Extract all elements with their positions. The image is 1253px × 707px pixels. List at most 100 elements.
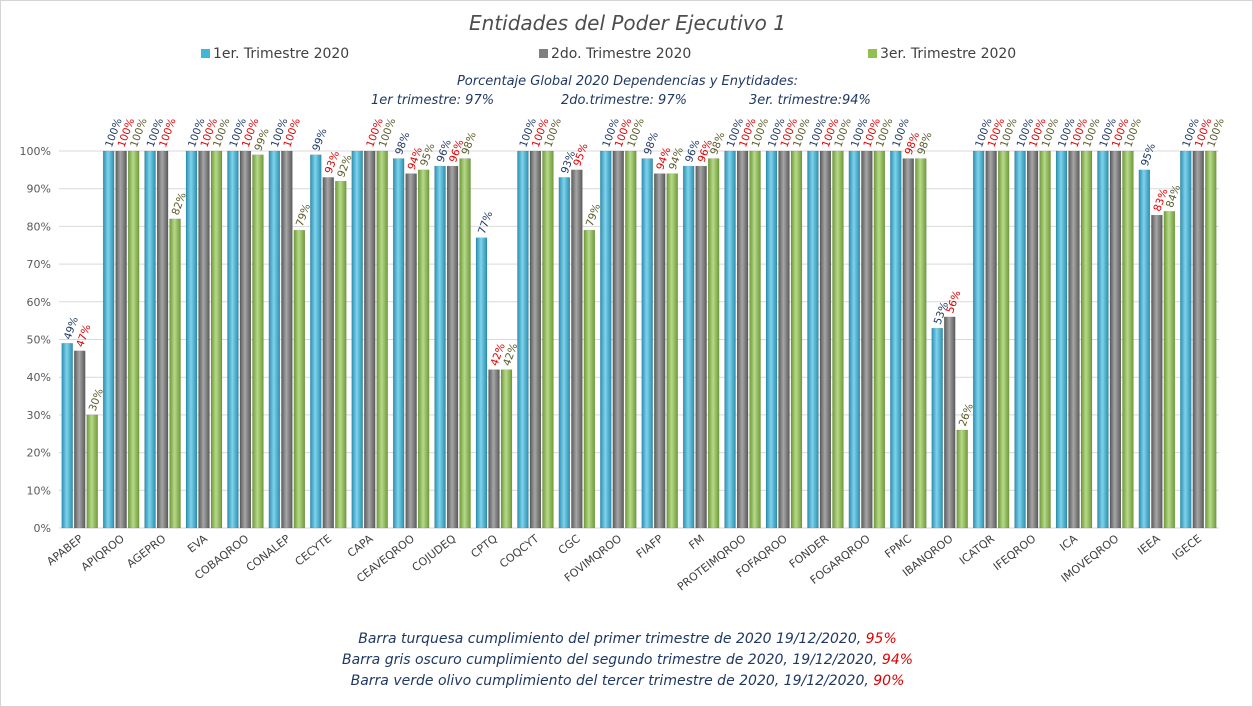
footnote-percentage: 94%: [881, 652, 914, 668]
legend-item-1er-trimestre: 1er. Trimestre 2020: [201, 46, 349, 62]
x-tick-label: CONALEP: [244, 532, 293, 574]
bar: [293, 229, 306, 529]
bar: [873, 150, 886, 529]
bar: [807, 150, 819, 529]
bar: [335, 180, 347, 529]
legend-label: 2do. Trimestre 2020: [551, 46, 692, 62]
x-tick-label: FM: [687, 532, 707, 552]
bar: [210, 150, 223, 529]
x-tick-label: COJUDEQ: [410, 532, 459, 574]
bar: [1163, 211, 1176, 529]
bar: [1080, 150, 1093, 529]
bar: [61, 343, 73, 529]
bar: [198, 150, 210, 529]
footnote-1: Barra turquesa cumplimiento del primer t…: [1, 629, 1253, 650]
y-tick-label: 100%: [20, 145, 51, 158]
bar: [127, 150, 140, 529]
bar: [666, 173, 678, 529]
x-tick-label: CGC: [556, 532, 583, 557]
bar: [310, 154, 322, 529]
footnote-text: Barra turquesa cumplimiento del primer t…: [358, 631, 866, 647]
data-label: 77%: [476, 210, 495, 236]
data-label: 98%: [460, 131, 479, 157]
global-percentage-heading: Porcentaje Global 2020 Dependencias y En…: [456, 74, 799, 89]
bar: [405, 173, 417, 529]
bar: [475, 237, 488, 529]
bar: [1205, 150, 1217, 529]
bar: [281, 150, 293, 529]
footnote-percentage: 90%: [873, 673, 905, 689]
bar: [790, 150, 803, 529]
bar: [488, 369, 500, 529]
x-tick-label: EVA: [185, 532, 210, 556]
x-tick-label: AGEPRO: [124, 532, 168, 571]
bar: [434, 165, 446, 529]
bar: [169, 218, 181, 529]
x-tick-label: IGECE: [1170, 532, 1204, 563]
bar: [972, 150, 985, 529]
bar: [915, 158, 927, 529]
bar: [558, 177, 571, 529]
bar: [1192, 150, 1205, 529]
y-tick-label: 70%: [27, 258, 51, 271]
bar: [902, 158, 915, 529]
bar: [1039, 150, 1051, 529]
bar: [931, 327, 943, 529]
bar: [848, 150, 861, 529]
bar: [765, 150, 778, 529]
bar: [749, 150, 761, 529]
bar: [956, 429, 968, 529]
y-tick-label: 50%: [27, 334, 51, 347]
bar: [861, 150, 873, 529]
bar: [86, 414, 98, 529]
footnote-text: Barra gris oscuro cumplimiento del segun…: [341, 652, 882, 668]
data-label: 95%: [571, 142, 590, 168]
footnote-3: Barra verde olivo cumplimiento del terce…: [1, 671, 1253, 692]
data-label: 95%: [418, 142, 437, 168]
bar: [185, 150, 198, 529]
bar: [1138, 169, 1151, 529]
bar: [102, 150, 115, 529]
bar: [322, 177, 335, 529]
x-tick-label: FPMC: [882, 532, 914, 561]
bar: [832, 150, 844, 529]
x-tick-label: CPTQ: [468, 532, 500, 561]
bar: [736, 150, 749, 529]
bar: [890, 150, 902, 529]
global-2do-trimestre: 2do.trimestre: 97%: [561, 93, 687, 108]
x-tick-label: CECYTE: [293, 532, 335, 568]
x-tick-label: CAPA: [345, 532, 376, 560]
bar: [351, 150, 363, 529]
bar: [517, 150, 529, 529]
bar: [1109, 150, 1122, 529]
bar: [612, 150, 625, 529]
bar: [144, 150, 156, 529]
bar: [1180, 150, 1192, 529]
footnote-percentage: 95%: [865, 631, 897, 647]
y-tick-label: 10%: [27, 484, 51, 497]
x-tick-label: COQCYT: [497, 532, 541, 571]
bar: [529, 150, 542, 529]
bar: [819, 150, 832, 529]
footnote-2: Barra gris oscuro cumplimiento del segun…: [1, 650, 1253, 671]
y-tick-label: 90%: [27, 183, 51, 196]
bar: [641, 158, 653, 529]
bar: [417, 169, 430, 529]
data-label: 98%: [642, 131, 661, 157]
bar: [997, 150, 1010, 529]
global-1er-trimestre: 1er trimestre: 97%: [371, 93, 495, 108]
data-label: 95%: [1139, 142, 1158, 168]
bar: [695, 165, 707, 529]
bar: [363, 150, 376, 529]
bar: [1026, 150, 1039, 529]
bar: [625, 150, 637, 529]
chart-title: Entidades del Poder Ejecutivo 1: [469, 11, 786, 35]
y-tick-label: 40%: [27, 371, 51, 384]
bar: [1151, 214, 1163, 529]
plot-area: 0%10%20%30%40%50%60%70%80%90%100%49%47%3…: [20, 117, 1227, 594]
bar: [724, 150, 736, 529]
y-tick-label: 0%: [34, 522, 51, 535]
bar: [500, 369, 513, 529]
bar: [268, 150, 281, 529]
